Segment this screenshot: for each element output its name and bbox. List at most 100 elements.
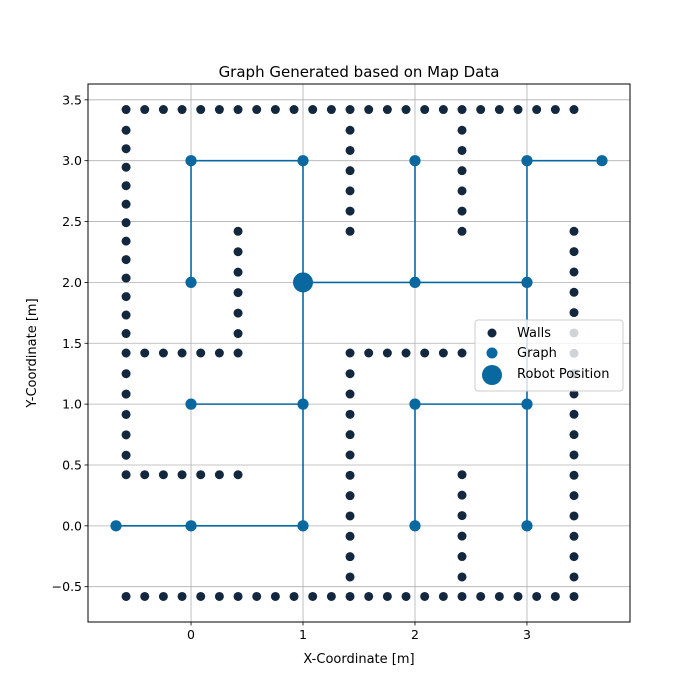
wall-point — [401, 105, 411, 115]
wall-point — [158, 591, 168, 601]
graph-node — [409, 398, 421, 410]
wall-point — [345, 511, 355, 521]
wall-point — [382, 348, 392, 358]
wall-point — [438, 105, 448, 115]
wall-point — [457, 206, 467, 216]
wall-point — [121, 144, 131, 154]
wall-point — [345, 206, 355, 216]
y-tick-label: 1.0 — [62, 397, 82, 412]
y-tick-label: 0.5 — [62, 457, 82, 472]
wall-point — [140, 470, 150, 480]
wall-point — [550, 105, 560, 115]
wall-point — [457, 531, 467, 541]
wall-point — [121, 389, 131, 399]
wall-point — [196, 591, 206, 601]
y-axis-label: Y-Coordinate [m] — [25, 298, 40, 408]
wall-point — [121, 369, 131, 379]
wall-point — [494, 591, 504, 601]
wall-point — [177, 105, 187, 115]
wall-point — [177, 348, 187, 358]
graph-node — [185, 276, 197, 289]
wall-point — [214, 105, 224, 115]
graph-node — [409, 520, 421, 532]
wall-point — [158, 105, 168, 115]
wall-point — [121, 310, 131, 320]
wall-point — [345, 491, 355, 501]
wall-point — [569, 552, 579, 562]
wall-point — [457, 511, 467, 521]
wall-point — [196, 105, 206, 115]
graph-edges — [115, 159, 603, 527]
wall-point — [569, 511, 579, 521]
legend-frame — [474, 319, 624, 392]
wall-point — [345, 572, 355, 582]
wall-point — [420, 105, 430, 115]
wall-point — [121, 329, 131, 339]
wall-point — [494, 105, 504, 115]
wall-point — [158, 348, 168, 358]
wall-point — [457, 226, 467, 236]
graph-node — [297, 155, 309, 167]
wall-point — [345, 409, 355, 419]
wall-point — [457, 105, 467, 115]
wall-point — [420, 348, 430, 358]
wall-point — [233, 308, 243, 318]
graph-node — [110, 520, 122, 532]
wall-point — [457, 348, 467, 358]
wall-point — [569, 591, 579, 601]
legend: Walls Graph Robot Position — [474, 319, 624, 392]
wall-point — [569, 430, 579, 440]
wall-point — [401, 591, 411, 601]
wall-point — [140, 105, 150, 115]
graph-node — [185, 155, 197, 167]
wall-point — [233, 288, 243, 298]
wall-point — [326, 105, 336, 115]
wall-point — [569, 226, 579, 236]
wall-point — [140, 591, 150, 601]
wall-point — [121, 430, 131, 440]
wall-point — [345, 105, 355, 115]
y-axis-ticks: −0.5 0.0 0.5 1.0 1.5 2.0 2.5 3.0 3.5 — [52, 92, 88, 594]
wall-point — [214, 591, 224, 601]
wall-point — [345, 552, 355, 562]
wall-point — [308, 591, 318, 601]
wall-point — [345, 369, 355, 379]
graph-node — [409, 155, 421, 167]
wall-point — [196, 470, 206, 480]
wall-point — [476, 591, 486, 601]
x-axis-ticks: 0 1 2 3 — [187, 622, 531, 642]
wall-point — [364, 348, 374, 358]
wall-point — [121, 218, 131, 228]
wall-point — [364, 105, 374, 115]
wall-point — [233, 105, 243, 115]
wall-point — [214, 348, 224, 358]
graph-node — [521, 398, 533, 410]
legend-walls-label: Walls — [517, 326, 551, 341]
wall-point — [569, 267, 579, 277]
wall-point — [457, 186, 467, 196]
legend-walls-marker — [487, 328, 497, 338]
wall-point — [345, 125, 355, 135]
wall-point — [196, 348, 206, 358]
x-tick-label: 2 — [411, 627, 419, 642]
wall-point — [121, 181, 131, 191]
wall-point — [177, 591, 187, 601]
wall-point — [569, 409, 579, 419]
wall-points — [121, 105, 579, 601]
y-tick-label: 3.5 — [62, 92, 82, 107]
y-tick-label: 1.5 — [62, 336, 82, 351]
wall-point — [345, 450, 355, 460]
wall-point — [345, 226, 355, 236]
wall-point — [569, 572, 579, 582]
wall-point — [121, 255, 131, 265]
wall-point — [233, 470, 243, 480]
wall-point — [121, 125, 131, 135]
wall-point — [233, 226, 243, 236]
wall-point — [121, 105, 131, 115]
wall-point — [177, 470, 187, 480]
wall-point — [457, 125, 467, 135]
graph-node — [521, 520, 533, 532]
wall-point — [569, 531, 579, 541]
graph-node — [185, 520, 197, 532]
wall-point — [121, 199, 131, 209]
